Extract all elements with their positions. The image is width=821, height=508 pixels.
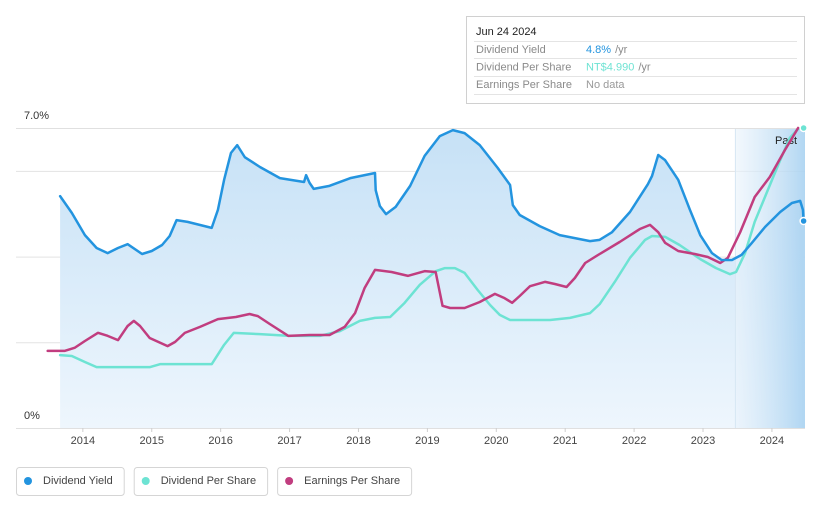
legend-box (133, 467, 269, 496)
legend-label: Dividend Yield (43, 475, 113, 487)
x-tick-label: 2017 (277, 435, 301, 447)
past-region (735, 128, 805, 428)
legend-item[interactable]: Earnings Per Share (277, 467, 413, 496)
line (58, 126, 805, 369)
end-marker (799, 216, 808, 226)
legend-item[interactable]: Dividend Yield (16, 467, 125, 496)
tooltip-unit: /yr (615, 44, 628, 56)
legend-dot (24, 477, 32, 485)
tooltip-date: Jun 24 2024 (476, 26, 537, 38)
x-tick-label: 2021 (553, 435, 577, 447)
x-tick-label: 2016 (208, 435, 232, 447)
x-tick-label: 2023 (691, 435, 715, 447)
tooltip-value: No data (586, 79, 625, 91)
tooltip-label: Dividend Per Share (476, 61, 571, 73)
x-tick-label: 2019 (415, 435, 439, 447)
y-tick-label: 7.0% (24, 110, 49, 122)
legend-dot (285, 477, 294, 485)
tooltip-unit: /yr (638, 61, 651, 73)
legend-box (16, 467, 125, 496)
line (58, 128, 805, 262)
y-tick-label: 0% (24, 410, 40, 422)
legend-item[interactable]: Dividend Per Share (133, 467, 269, 496)
x-tick-label: 2014 (71, 435, 95, 447)
legend: Dividend Yield Dividend Per Share Earnings… (16, 467, 413, 496)
legend-box (277, 467, 413, 496)
legend-dot (141, 477, 150, 485)
x-tick-label: 2020 (484, 435, 508, 447)
tooltip-label: Earnings Per Share (476, 79, 572, 91)
x-tick-label: 2015 (140, 435, 164, 447)
end-marker (799, 123, 808, 133)
tooltip-label: Dividend Yield (476, 44, 546, 56)
tooltip-value: NT$4.990 (586, 61, 634, 73)
x-tick-label: 2024 (760, 435, 784, 447)
legend-label: Earnings Per Share (304, 475, 400, 487)
area (60, 130, 804, 428)
tooltip: Jun 24 2024 Dividend Yield 4.8% /yr Dividen… (466, 16, 805, 104)
line (46, 126, 800, 353)
legend-label: Dividend Per Share (161, 475, 256, 487)
tooltip-value: 4.8% (586, 44, 611, 56)
x-tick-label: 2022 (622, 435, 646, 447)
tooltip-box (466, 16, 805, 104)
x-tick-label: 2018 (346, 435, 370, 447)
